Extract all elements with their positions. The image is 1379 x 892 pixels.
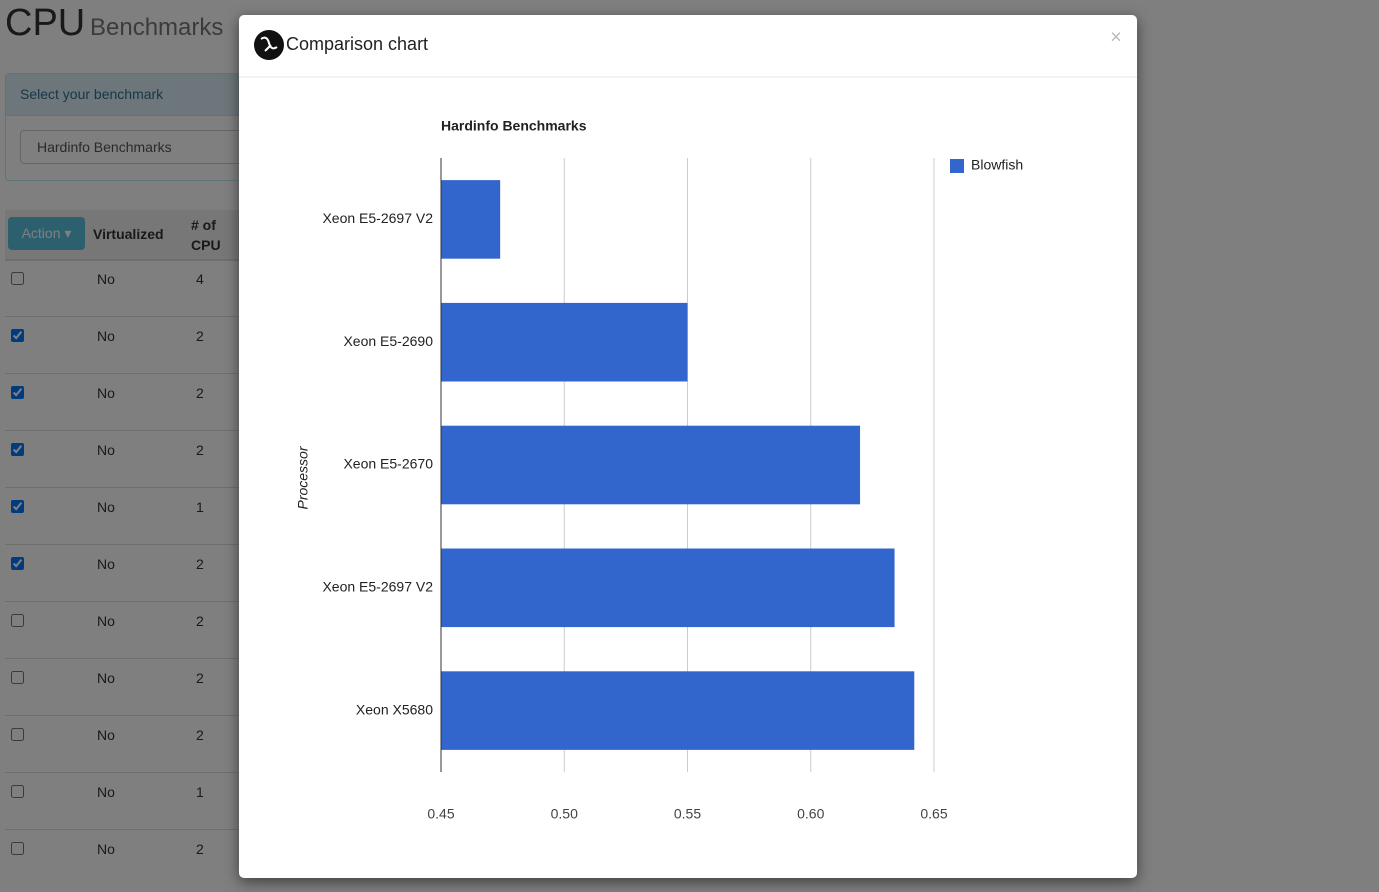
y-tick-label: Xeon E5-2697 V2 xyxy=(322,579,433,595)
y-axis-label: Processor xyxy=(295,445,311,509)
x-tick-label: 0.55 xyxy=(674,806,701,822)
x-tick-label: 0.60 xyxy=(797,806,824,822)
y-tick-label: Xeon E5-2697 V2 xyxy=(322,210,433,226)
x-tick-label: 0.50 xyxy=(551,806,578,822)
bar xyxy=(441,425,861,505)
logo-mark xyxy=(260,36,278,52)
y-tick-label: Xeon X5680 xyxy=(356,701,433,717)
x-tick-label: 0.45 xyxy=(427,806,454,822)
bar xyxy=(441,548,895,628)
chart-title: Hardinfo Benchmarks xyxy=(441,118,587,134)
legend-label: Blowfish xyxy=(971,157,1023,173)
x-tick-label: 0.65 xyxy=(920,806,947,822)
bar xyxy=(441,302,688,382)
bar xyxy=(441,180,501,259)
y-tick-label: Xeon E5-2690 xyxy=(343,333,433,349)
legend-swatch xyxy=(950,159,964,173)
modal: Comparison chart × Hardinfo Benchmarks P… xyxy=(239,15,1137,878)
chart: Comparison chart × Hardinfo Benchmarks P… xyxy=(239,26,1137,822)
y-tick-label: Xeon E5-2670 xyxy=(343,456,433,472)
modal-title: Comparison chart xyxy=(286,34,428,54)
close-button[interactable]: × xyxy=(1110,26,1122,48)
bar xyxy=(441,671,915,750)
